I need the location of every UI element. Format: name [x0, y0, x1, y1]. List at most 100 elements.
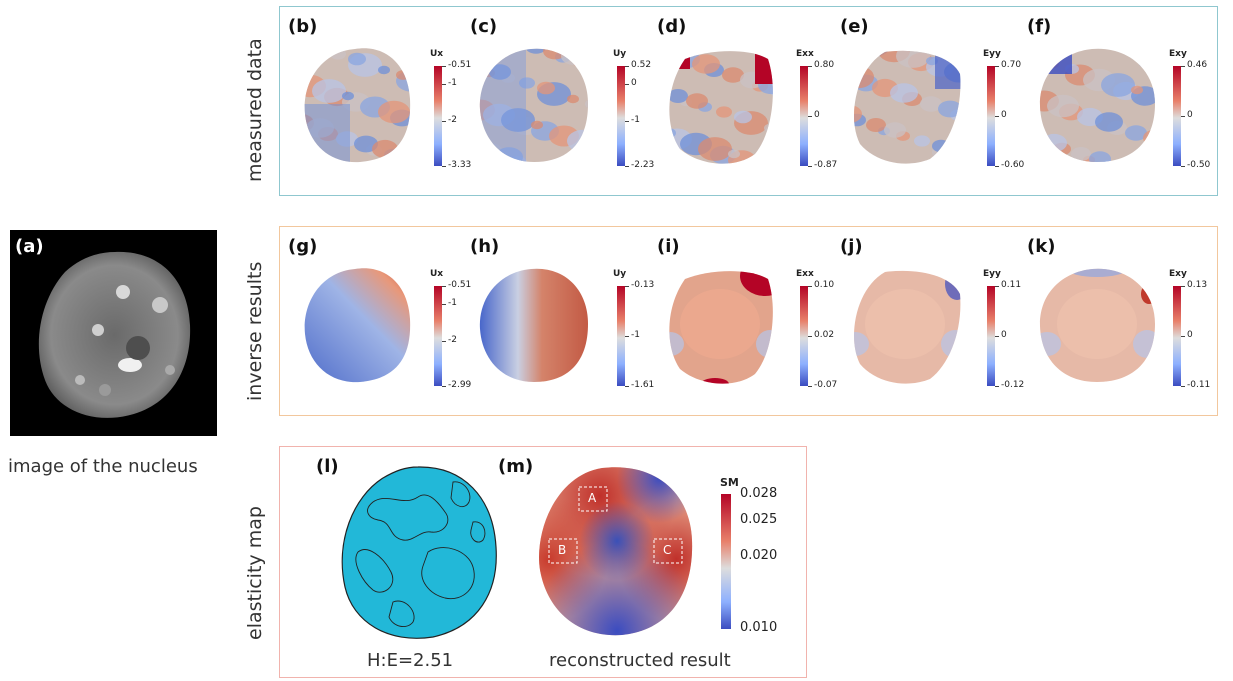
colorbar-tick-label: 0 [1187, 330, 1193, 340]
panel-tag: (b) [288, 16, 318, 37]
colorbar-tick-mark [625, 336, 629, 337]
colorbar-tick-mark [442, 84, 446, 85]
inverse-field-map [1039, 268, 1155, 382]
colorbar-title: Uy [613, 49, 627, 59]
colorbar-tick-mark [995, 66, 999, 67]
sm-tick-3: 0.020 [740, 548, 778, 563]
colorbar-tick-label: -2 [448, 335, 457, 345]
colorbar-title: Uy [613, 269, 627, 279]
colorbar [800, 66, 808, 166]
colorbar-tick-mark [808, 336, 812, 337]
binary-elasticity-map [341, 466, 497, 639]
panel-a-tag: (a) [15, 236, 44, 257]
colorbar-tick-label: 0.10 [814, 280, 835, 290]
measured-field-map [304, 48, 411, 163]
colorbar-tick-mark [625, 84, 629, 85]
colorbar-tick-mark [1181, 66, 1185, 67]
row-label-inverse: inverse results [244, 261, 266, 401]
measured-field-map [669, 51, 773, 164]
colorbar-tick-mark [808, 166, 812, 167]
colorbar-title: Exx [796, 49, 814, 59]
sm-tick-max: 0.028 [740, 486, 778, 501]
colorbar-tick-mark [442, 286, 446, 287]
inverse-field-map [669, 271, 773, 384]
colorbar-tick-mark [995, 166, 999, 167]
colorbar-tick-label: 0.02 [814, 330, 835, 340]
colorbar-tick-label: 0.70 [1001, 60, 1022, 70]
colorbar-tick-label: -2 [448, 115, 457, 125]
colorbar-title: Eyy [983, 269, 1001, 279]
measured-field-map [1039, 48, 1155, 162]
colorbar-tick-label: -0.11 [1187, 380, 1211, 390]
colorbar-tick-mark [808, 386, 812, 387]
colorbar-tick-label: -0.07 [814, 380, 838, 390]
colorbar-tick-label: -0.51 [448, 280, 472, 290]
panel-tag: (k) [1027, 236, 1056, 257]
sm-colorbar [721, 494, 731, 629]
colorbar-tick-mark [442, 121, 446, 122]
colorbar-tick-mark [625, 286, 629, 287]
colorbar-tick-mark [442, 166, 446, 167]
panel-tag: (j) [840, 236, 863, 257]
colorbar-tick-mark [625, 386, 629, 387]
inverse-field-map [479, 268, 589, 382]
colorbar-tick-label: -2.99 [448, 380, 472, 390]
colorbar-tick-label: -1 [448, 298, 457, 308]
colorbar-tick-label: 0.46 [1187, 60, 1208, 70]
elasticity-map-box [279, 446, 807, 678]
colorbar-tick-label: -0.13 [631, 280, 655, 290]
colorbar-title: Exy [1169, 49, 1187, 59]
colorbar-tick-label: 0 [1001, 110, 1007, 120]
inverse-field-map [304, 268, 411, 383]
colorbar [617, 66, 625, 166]
colorbar [434, 286, 442, 386]
colorbar-tick-mark [442, 386, 446, 387]
panel-a-caption: image of the nucleus [8, 456, 198, 477]
colorbar-tick-mark [808, 66, 812, 67]
colorbar-title: Ux [430, 49, 444, 59]
nucleus-image-graphic [38, 251, 191, 418]
colorbar-tick-mark [1181, 166, 1185, 167]
colorbar-tick-label: 0.11 [1001, 280, 1022, 290]
colorbar [987, 286, 995, 386]
region-b-label: B [558, 543, 567, 557]
colorbar-tick-mark [995, 116, 999, 117]
colorbar-tick-label: 0.80 [814, 60, 835, 70]
colorbar-tick-label: -1 [448, 78, 457, 88]
colorbar-tick-mark [1181, 116, 1185, 117]
colorbar-tick-mark [808, 116, 812, 117]
colorbar-tick-label: -0.12 [1001, 380, 1025, 390]
colorbar-title: Ux [430, 269, 444, 279]
colorbar-tick-mark [1181, 336, 1185, 337]
measured-data-box [279, 6, 1218, 196]
row-label-elasticity: elasticity map [244, 506, 266, 640]
colorbar-tick-label: -2.23 [631, 160, 655, 170]
colorbar-tick-mark [625, 66, 629, 67]
colorbar-tick-label: -3.33 [448, 160, 472, 170]
colorbar [800, 286, 808, 386]
colorbar-tick-mark [442, 304, 446, 305]
colorbar [617, 286, 625, 386]
colorbar-tick-label: 0.13 [1187, 280, 1208, 290]
colorbar-tick-mark [625, 121, 629, 122]
colorbar-tick-mark [808, 286, 812, 287]
panel-tag: (g) [288, 236, 318, 257]
colorbar-tick-label: -0.50 [1187, 160, 1211, 170]
colorbar-tick-label: -0.60 [1001, 160, 1025, 170]
sm-colorbar-title: SM [720, 476, 739, 489]
colorbar-tick-label: 0 [631, 78, 637, 88]
measured-field-map [479, 48, 589, 162]
panel-tag: (c) [470, 16, 498, 37]
inverse-field-map [853, 270, 961, 384]
colorbar-tick-mark [442, 66, 446, 67]
colorbar-tick-mark [1181, 286, 1185, 287]
colorbar-tick-label: -1 [631, 330, 640, 340]
colorbar-tick-label: -1.61 [631, 380, 655, 390]
colorbar [1173, 286, 1181, 386]
panel-m-caption: reconstructed result [549, 650, 731, 671]
sm-tick-2: 0.025 [740, 512, 778, 527]
colorbar-title: Exx [796, 269, 814, 279]
colorbar-tick-label: -1 [631, 115, 640, 125]
colorbar-tick-label: -0.87 [814, 160, 838, 170]
colorbar-tick-mark [1181, 386, 1185, 387]
